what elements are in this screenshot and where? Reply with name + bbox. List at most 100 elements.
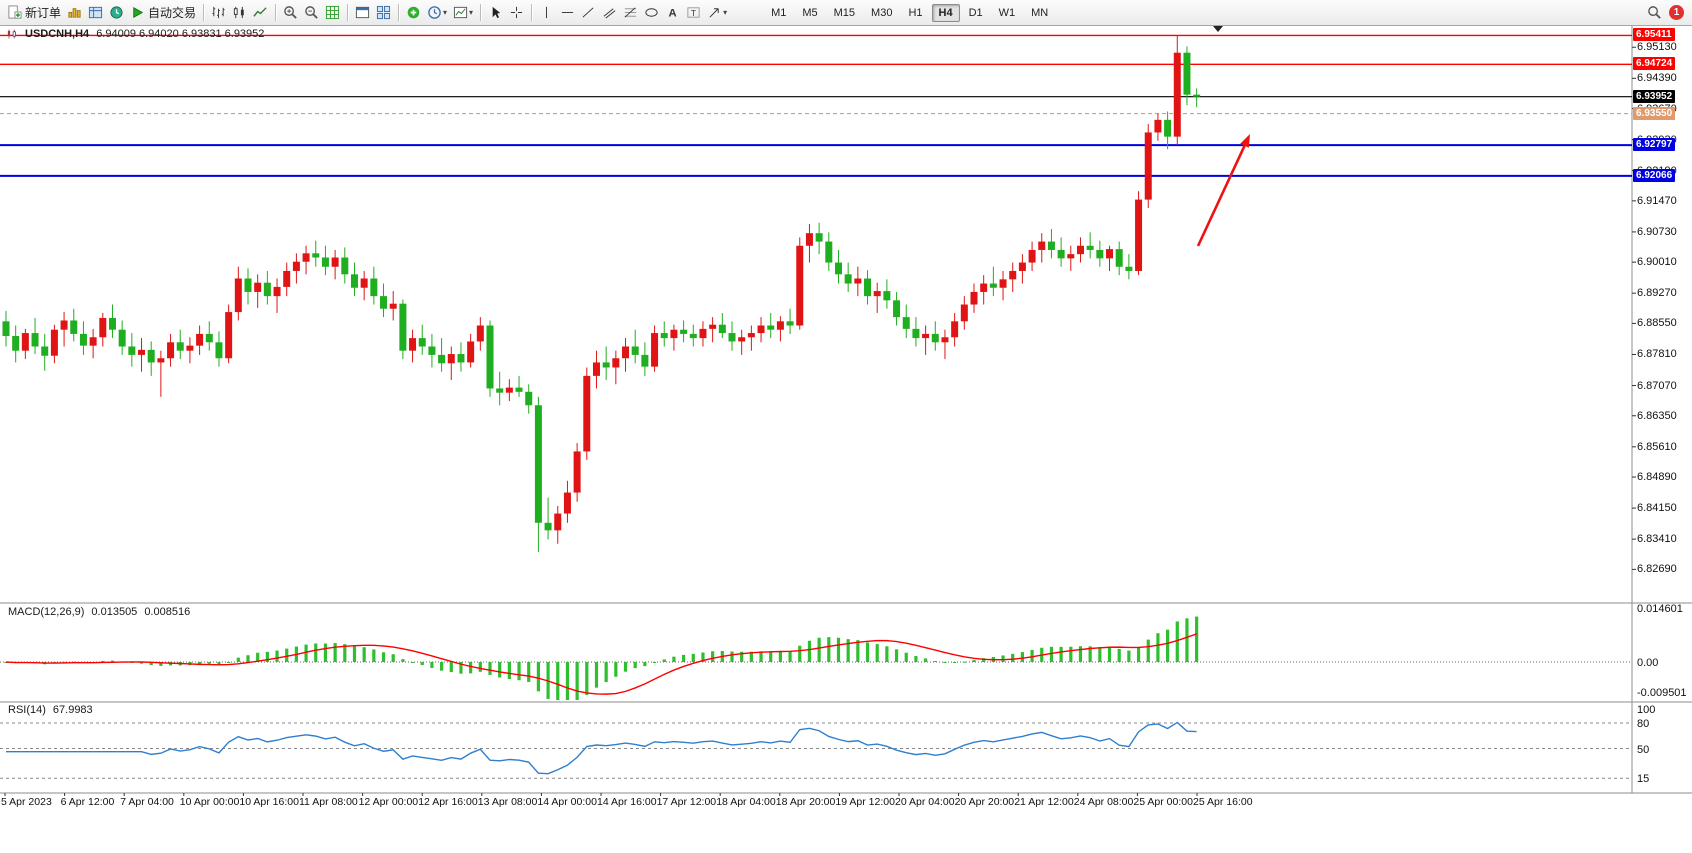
chart-shift-marker[interactable] (1213, 26, 1223, 32)
trend-arrow[interactable] (1196, 145, 1246, 247)
macd-bar (110, 660, 115, 662)
macd-histogram (4, 616, 1199, 700)
cursor-button[interactable] (485, 2, 506, 23)
horizontal-line-tool-button[interactable] (557, 2, 578, 23)
search-button[interactable] (1644, 2, 1665, 23)
vertical-line-icon (546, 6, 548, 19)
candle (1164, 119, 1172, 137)
macd-bar (372, 649, 376, 662)
data-window-button[interactable] (106, 2, 127, 23)
chevron-down-icon: ▾ (443, 8, 448, 17)
templates-button[interactable]: ▾ (450, 2, 476, 23)
crosshair-button[interactable] (506, 2, 527, 23)
macd-bar (1146, 639, 1150, 662)
macd-bar (885, 646, 889, 662)
candle (525, 391, 533, 406)
macd-bar (972, 660, 976, 662)
tile-windows-button[interactable] (373, 2, 394, 23)
candlestick-chart-button[interactable] (229, 2, 250, 23)
channel-tool-button[interactable] (599, 2, 620, 23)
timeframe-M30[interactable]: M30 (864, 4, 899, 22)
vertical-line-tool-button[interactable] (536, 2, 557, 23)
timeframe-MN[interactable]: MN (1024, 4, 1055, 22)
grid-icon (325, 5, 340, 20)
timeframe-M15[interactable]: M15 (827, 4, 862, 22)
macd-bar (1117, 648, 1121, 662)
macd-bar (362, 647, 366, 662)
notification-badge[interactable]: 1 (1669, 5, 1684, 20)
trendline-tool-button[interactable] (578, 2, 599, 23)
macd-bar (982, 658, 986, 662)
profiles-button[interactable] (64, 2, 85, 23)
shapes-tool-button[interactable] (641, 2, 662, 23)
zoom-in-button[interactable] (280, 2, 301, 23)
text-label-tool-button[interactable]: T (683, 2, 704, 23)
candle (680, 329, 688, 334)
timeframe-D1[interactable]: D1 (962, 4, 990, 22)
candle (234, 278, 242, 313)
macd-bar (643, 662, 647, 667)
macd-bar (623, 662, 628, 672)
cursor-icon (492, 6, 501, 19)
auto-trading-button[interactable]: 自动交易 (127, 2, 199, 23)
candle (815, 233, 823, 242)
new-chart-window-button[interactable] (352, 2, 373, 23)
timeframe-W1[interactable]: W1 (992, 4, 1023, 22)
macd-bar (430, 662, 434, 668)
macd-bar (682, 654, 686, 662)
horizontal-lines[interactable] (0, 34, 1632, 177)
bar-chart-button[interactable] (208, 2, 229, 23)
fibonacci-tool-button[interactable] (620, 2, 641, 23)
grid-button[interactable] (322, 2, 343, 23)
candle (1038, 241, 1046, 250)
candle (486, 325, 494, 389)
period-button[interactable]: ▾ (424, 2, 450, 23)
macd-bar (556, 662, 560, 700)
macd-bar (711, 651, 715, 662)
timeframe-M1[interactable]: M1 (764, 4, 793, 22)
candle (457, 354, 465, 363)
indicators-button[interactable] (403, 2, 424, 23)
macd-bar (894, 649, 899, 662)
macd-bar (778, 650, 782, 662)
candle (312, 253, 320, 258)
fibonacci-icon (624, 7, 637, 18)
timeframe-H1[interactable]: H1 (901, 4, 929, 22)
market-watch-icon (88, 6, 103, 19)
candle (50, 329, 58, 356)
candle (670, 329, 678, 339)
zoom-in-icon (284, 6, 297, 19)
candle (554, 513, 562, 531)
timeframe-M5[interactable]: M5 (795, 4, 824, 22)
macd-bar (856, 640, 860, 662)
macd-bar (352, 646, 357, 662)
macd-bar (1049, 646, 1054, 662)
candle (1125, 266, 1133, 271)
candle (1009, 270, 1017, 280)
zoom-out-button[interactable] (301, 2, 322, 23)
macd-bar (459, 662, 463, 674)
market-watch-button[interactable] (85, 2, 106, 23)
candle (602, 362, 610, 368)
macd-bar (275, 650, 279, 662)
macd-bar (914, 656, 918, 662)
macd-bar (1011, 653, 1015, 662)
candle (767, 325, 775, 330)
trend-arrow-head[interactable] (1240, 134, 1250, 148)
candle (21, 333, 29, 351)
candle (31, 333, 39, 347)
new-order-button[interactable]: 新订单 (4, 2, 64, 23)
macd-bar (1069, 646, 1073, 662)
indicators-icon (407, 6, 420, 19)
svg-text:T: T (691, 8, 696, 18)
timeframe-H4[interactable]: H4 (931, 3, 960, 22)
line-chart-button[interactable] (250, 2, 271, 23)
macd-bar (217, 662, 221, 665)
macd-bar (488, 662, 492, 675)
arrows-tool-button[interactable]: ▾ (704, 2, 730, 23)
macd-bar (1020, 652, 1024, 662)
macd-bar (536, 662, 540, 692)
text-tool-button[interactable]: A (662, 2, 683, 23)
